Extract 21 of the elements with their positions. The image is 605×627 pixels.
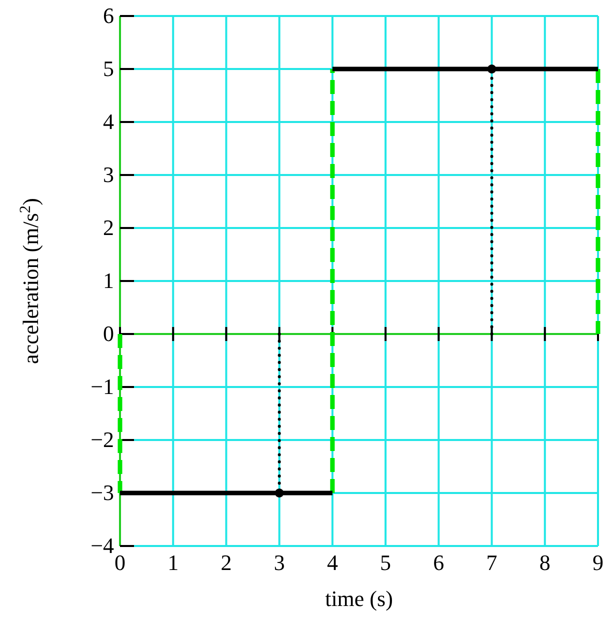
y-tick-label: 0 [103, 321, 114, 346]
x-tick-label: 2 [220, 550, 232, 575]
x-axis-title: time (s) [325, 586, 393, 611]
x-tick-label: 8 [539, 550, 550, 575]
x-tick-label: 5 [380, 550, 392, 575]
x-tick-label: 3 [274, 550, 285, 575]
y-tick-label: −1 [90, 374, 114, 399]
y-tick-label: 1 [103, 268, 114, 293]
x-tick-label: 1 [168, 550, 179, 575]
y-tick-label: 5 [103, 56, 114, 81]
y-tick-label: 6 [103, 3, 114, 28]
x-tick-label: 4 [326, 550, 338, 575]
y-tick-label: −4 [90, 533, 114, 558]
x-tick-label: 9 [592, 550, 604, 575]
y-tick-label: 3 [103, 162, 114, 187]
y-tick-label: 4 [103, 109, 114, 134]
y-tick-label: −2 [90, 427, 114, 452]
x-tick-label: 6 [433, 550, 444, 575]
y-tick-label: −3 [90, 480, 114, 505]
x-tick-label: 7 [486, 550, 498, 575]
y-tick-label: 2 [103, 215, 114, 240]
